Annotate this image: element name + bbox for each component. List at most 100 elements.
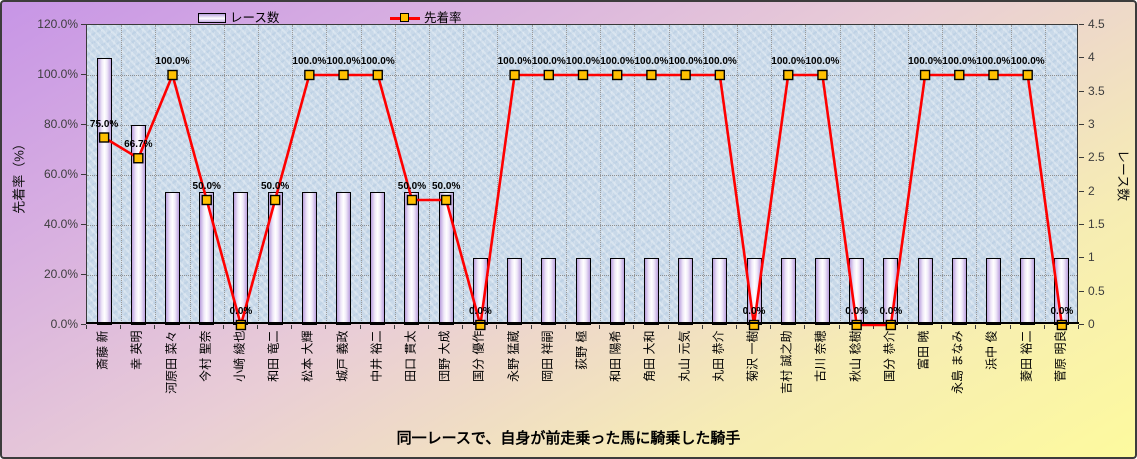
race-count-bar <box>404 191 420 325</box>
x-axis-category-label: 幸 英明 <box>129 330 144 370</box>
left-axis-tick <box>81 24 86 25</box>
x-axis-tick <box>393 325 395 329</box>
rate-data-label: 100.0% <box>497 56 532 67</box>
race-count-bar <box>267 191 283 325</box>
vertical-gridline <box>942 25 944 323</box>
vertical-gridline <box>565 25 567 323</box>
x-axis-category-label: 菊沢 一樹 <box>745 330 760 382</box>
race-count-bar <box>96 58 112 325</box>
vertical-gridline <box>429 25 431 323</box>
vertical-gridline <box>223 25 225 323</box>
x-axis-tick <box>530 325 532 329</box>
vertical-gridline <box>463 25 465 323</box>
rate-data-label: 0.0% <box>229 306 253 317</box>
x-axis-tick <box>770 325 772 329</box>
rate-marker-icon <box>133 153 144 164</box>
right-axis-tick-label: 0.5 <box>1088 283 1105 298</box>
rate-data-label: 100.0% <box>634 56 669 67</box>
x-axis-tick <box>667 325 669 329</box>
x-axis-category-label: 荻野 極 <box>574 330 589 370</box>
right-axis-tick <box>1079 190 1084 192</box>
left-axis-tick-label: 60.0% <box>43 167 78 181</box>
vertical-gridline <box>258 25 260 323</box>
x-axis-tick <box>599 325 601 329</box>
x-axis-category-label: 今村 聖奈 <box>198 330 213 382</box>
rate-marker-icon <box>714 69 726 81</box>
rate-data-label: 75.0% <box>89 118 119 130</box>
rate-marker-icon <box>1056 319 1068 331</box>
rate-marker-icon <box>748 319 760 331</box>
x-axis-tick <box>325 325 327 329</box>
bar-series-swatch-icon <box>198 13 226 23</box>
right-axis-tick <box>1079 257 1084 259</box>
right-axis-tick <box>1079 57 1084 59</box>
x-axis-tick <box>291 325 293 329</box>
left-axis-tick <box>81 124 86 125</box>
x-axis-tick <box>975 325 977 329</box>
right-axis-title: レース数 <box>1115 149 1131 202</box>
vertical-gridline <box>634 25 636 323</box>
rate-line <box>103 70 1064 330</box>
vertical-gridline <box>907 25 909 323</box>
left-axis-tick <box>81 174 86 175</box>
race-count-bar <box>575 258 591 325</box>
vertical-gridline <box>1010 25 1012 323</box>
x-axis-tick <box>120 325 122 329</box>
right-axis-tick <box>1079 90 1084 92</box>
x-axis-category-label: 松本 大輝 <box>300 330 315 382</box>
race-count-bar <box>301 191 317 325</box>
rate-marker-icon <box>954 69 965 81</box>
race-count-bar <box>951 258 967 325</box>
x-axis-category-label: 丸山 元気 <box>677 330 692 382</box>
vertical-gridline <box>531 25 533 323</box>
rate-marker-icon <box>885 319 897 331</box>
vertical-gridline <box>771 25 773 323</box>
left-axis-tick <box>81 324 86 325</box>
race-count-bar <box>130 125 146 325</box>
left-axis-tick-label: 20.0% <box>43 267 78 281</box>
vertical-gridline <box>839 25 841 323</box>
left-axis-tick-label: 0.0% <box>50 317 78 331</box>
horizontal-gridline <box>87 125 1077 126</box>
right-axis-tick-label: 2.5 <box>1088 150 1105 165</box>
rate-data-label: 100.0% <box>566 56 600 67</box>
rate-marker-icon <box>406 194 418 206</box>
legend-label-race-count: レース数 <box>230 11 280 25</box>
race-count-bar <box>814 258 830 325</box>
vertical-gridline <box>702 25 704 323</box>
x-axis-tick <box>188 325 190 329</box>
x-axis-tick <box>154 325 156 329</box>
rate-data-label: 100.0% <box>908 56 943 67</box>
race-count-bar <box>917 258 933 325</box>
rate-data-label: 100.0% <box>1010 56 1045 67</box>
vertical-gridline <box>360 25 362 323</box>
vertical-gridline <box>155 25 157 323</box>
legend-item-first-rate: 先着率 <box>390 9 462 27</box>
x-axis-tick <box>804 325 806 329</box>
race-count-bar <box>643 258 659 325</box>
rate-data-label: 0.0% <box>1050 306 1074 317</box>
legend-item-race-count: レース数 <box>198 9 279 27</box>
x-axis-category-label: 小崎 綾也 <box>232 330 247 382</box>
rate-data-label: 100.0% <box>942 56 977 67</box>
vertical-gridline <box>668 25 670 323</box>
rate-data-label: 100.0% <box>702 56 737 67</box>
left-axis-tick-label: 80.0% <box>43 117 78 131</box>
rate-marker-icon <box>1022 69 1033 81</box>
x-axis-tick <box>906 325 908 329</box>
race-count-bar <box>336 191 352 325</box>
rate-marker-icon <box>543 69 554 81</box>
x-axis-line <box>86 322 1079 324</box>
x-axis-tick <box>462 325 464 329</box>
x-axis-tick <box>838 325 840 329</box>
x-axis-category-label: 団野 大成 <box>437 330 452 382</box>
line-series-swatch-icon <box>390 12 420 22</box>
x-axis-tick <box>735 325 737 329</box>
x-axis-category-label: 古川 奈穂 <box>813 330 828 382</box>
rate-marker-icon <box>509 69 520 81</box>
x-axis-category-label: 秋山 稔樹 <box>848 330 863 382</box>
right-axis-tick <box>1079 224 1084 225</box>
x-axis-tick <box>428 325 430 329</box>
rate-data-label: 0.0% <box>468 306 492 317</box>
x-axis-tick <box>359 325 361 329</box>
